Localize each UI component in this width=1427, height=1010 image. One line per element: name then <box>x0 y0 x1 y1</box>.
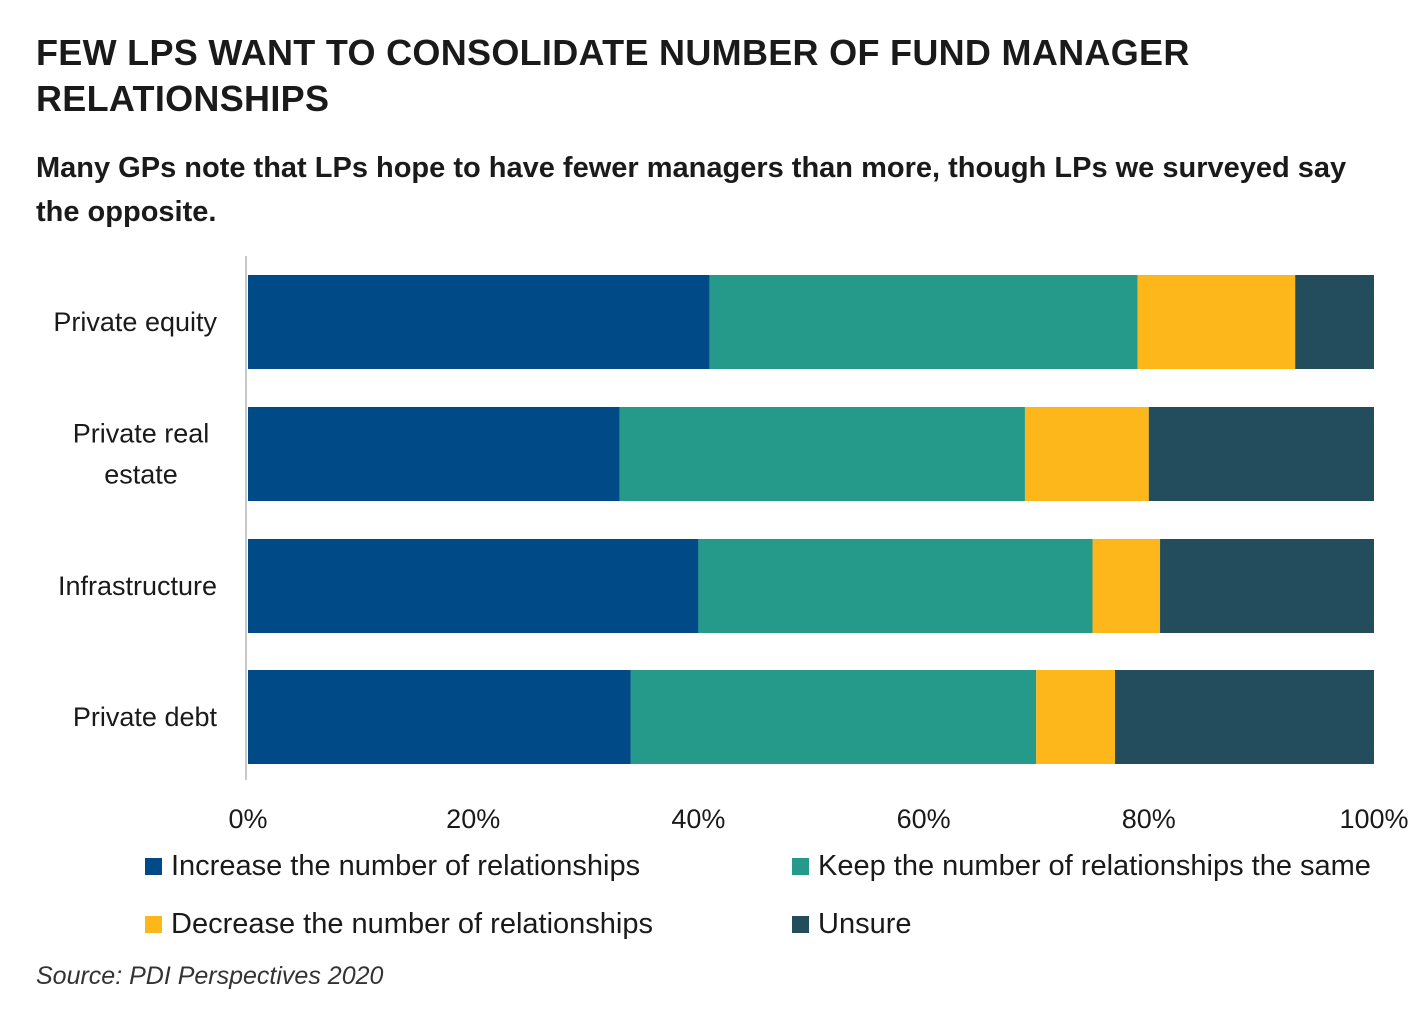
source-note: Source: PDI Perspectives 2020 <box>36 962 384 990</box>
legend-swatch-decrease <box>145 916 162 933</box>
bar-3-series-0 <box>248 670 631 764</box>
category-label-0-0: Private equity <box>53 307 217 337</box>
x-tick-label-5: 100% <box>1339 804 1408 834</box>
x-tick-label-0: 0% <box>228 804 267 834</box>
bar-0-series-1 <box>709 275 1138 369</box>
category-label-2-0: Infrastructure <box>58 571 217 601</box>
legend-swatch-increase <box>145 858 162 875</box>
bar-2-series-2 <box>1092 539 1161 633</box>
legend-swatch-keep <box>792 858 809 875</box>
bar-3-series-2 <box>1036 670 1116 764</box>
legend-label-decrease: Decrease the number of relationships <box>171 908 653 940</box>
x-tick-label-3: 60% <box>897 804 951 834</box>
legend-item-decrease: Decrease the number of relationships <box>145 908 653 941</box>
x-tick-label-4: 80% <box>1122 804 1176 834</box>
bar-2-series-1 <box>698 539 1093 633</box>
legend-label-increase: Increase the number of relationships <box>171 850 641 882</box>
bar-2-series-0 <box>248 539 699 633</box>
stacked-bar-chart: Private equity Private real estate Infrastr… <box>53 256 1409 834</box>
category-label-1-0: Private real <box>73 419 210 449</box>
bar-3-series-1 <box>630 670 1037 764</box>
legend-item-keep: Keep the number of relationships the sam… <box>792 850 1371 883</box>
bar-3-series-3 <box>1115 670 1374 764</box>
chart-legend: Increase the number of relationships Kee… <box>145 848 1425 958</box>
bar-1-series-0 <box>248 407 620 501</box>
category-label-1-1: estate <box>104 460 178 490</box>
legend-item-unsure: Unsure <box>792 908 912 941</box>
chart-subtitle: Many GPs note that LPs hope to have fewe… <box>36 152 1347 228</box>
legend-label-unsure: Unsure <box>818 908 912 940</box>
bar-2-series-3 <box>1160 539 1374 633</box>
legend-swatch-unsure <box>792 916 809 933</box>
bar-0-series-2 <box>1137 275 1296 369</box>
legend-item-increase: Increase the number of relationships <box>145 850 640 883</box>
bar-1-series-1 <box>619 407 1025 501</box>
bar-0-series-0 <box>248 275 710 369</box>
x-tick-label-2: 40% <box>671 804 725 834</box>
chart-title: FEW LPS WANT TO CONSOLIDATE NUMBER OF FU… <box>36 32 1190 119</box>
bar-1-series-3 <box>1148 407 1374 501</box>
bar-0-series-3 <box>1295 275 1374 369</box>
category-label-3-0: Private debt <box>73 702 218 732</box>
legend-label-keep: Keep the number of relationships the sam… <box>818 850 1371 882</box>
bar-1-series-2 <box>1024 407 1149 501</box>
x-tick-label-1: 20% <box>446 804 500 834</box>
